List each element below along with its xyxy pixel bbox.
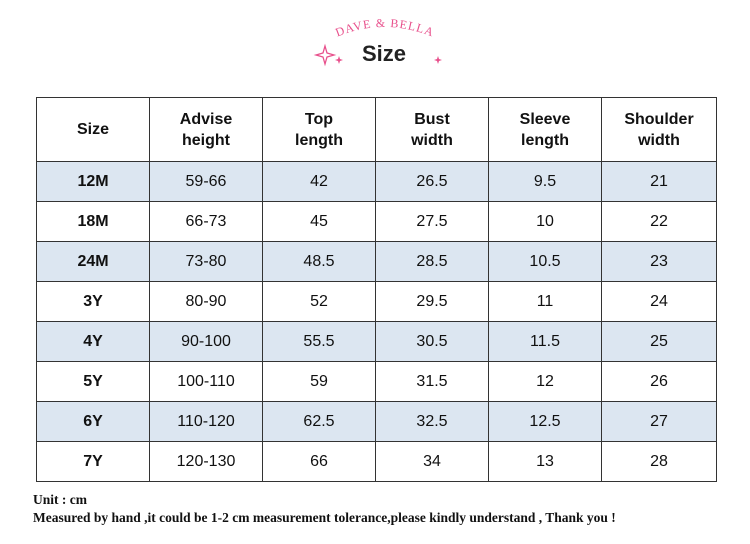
cell: 80-90 [149, 281, 263, 322]
cell: 22 [601, 201, 717, 242]
cell: 31.5 [375, 361, 489, 402]
cell: 25 [601, 321, 717, 362]
cell: 3Y [36, 281, 150, 322]
cell: 66-73 [149, 201, 263, 242]
table-row: 12M 59-66 42 26.5 9.5 21 [36, 161, 717, 202]
cell: 27 [601, 401, 717, 442]
table-row: 5Y 100-110 59 31.5 12 26 [36, 361, 717, 402]
header-line: Bust [414, 110, 450, 128]
cell: 6Y [36, 401, 150, 442]
cell: 23 [601, 241, 717, 282]
cell: 26.5 [375, 161, 489, 202]
cell: 28 [601, 441, 717, 482]
header-cell: Advise height [149, 97, 263, 162]
header-row: Size Advise height Top length Bust width Sleeve… [36, 97, 717, 162]
cell: 7Y [36, 441, 150, 482]
cell: 10 [488, 201, 602, 242]
table-row: 24M 73-80 48.5 28.5 10.5 23 [36, 241, 717, 282]
cell: 27.5 [375, 201, 489, 242]
brand: DAVE & BELLA [333, 16, 436, 40]
cell: 62.5 [262, 401, 376, 442]
table-row: 6Y 110-120 62.5 32.5 12.5 27 [36, 401, 717, 442]
header-cell: Top length [262, 97, 376, 162]
header-line: width [411, 131, 453, 149]
cell: 66 [262, 441, 376, 482]
sparkle [434, 56, 442, 64]
sparkle [313, 43, 337, 67]
header-cell: Bust width [375, 97, 489, 162]
cell: 13 [488, 441, 602, 482]
header-line: Shoulder [624, 110, 694, 128]
header-line: height [182, 131, 230, 149]
cell: 9.5 [488, 161, 602, 202]
cell: 18M [36, 201, 150, 242]
header-cell: Size [36, 97, 150, 162]
header-cell: Shoulder width [601, 97, 717, 162]
cell: 12M [36, 161, 150, 202]
table-row: 18M 66-73 45 27.5 10 22 [36, 201, 717, 242]
cell: 55.5 [262, 321, 376, 362]
header: DAVE & BELLA Size [313, 16, 442, 67]
cell: 11 [488, 281, 602, 322]
header-line: Sleeve [519, 110, 571, 128]
header-line: width [638, 131, 680, 149]
cell: 52 [262, 281, 376, 322]
header-line: Top [304, 110, 334, 128]
cell: 5Y [36, 361, 150, 402]
cell: 24 [601, 281, 717, 322]
table-row: 3Y 80-90 52 29.5 11 24 [36, 281, 717, 322]
header-line: length [295, 131, 343, 149]
cell: 59-66 [149, 161, 263, 202]
size-table: Size Advise height Top length Bust width Sleeve… [36, 97, 717, 482]
cell: 34 [375, 441, 489, 482]
cell: 120-130 [149, 441, 263, 482]
brand-text: DAVE & BELLA [333, 16, 435, 40]
cell: 45 [262, 201, 376, 242]
cell: 4Y [36, 321, 150, 362]
cell: 10.5 [488, 241, 602, 282]
title: Size [362, 41, 406, 66]
cell: 90-100 [149, 321, 263, 362]
cell: 29.5 [375, 281, 489, 322]
cell: 26 [601, 361, 717, 402]
cell: 30.5 [375, 321, 489, 362]
cell: 28.5 [375, 241, 489, 282]
cell: 48.5 [262, 241, 376, 282]
note: Measured by hand ,it could be 1-2 cm mea… [33, 510, 616, 525]
cell: 59 [262, 361, 376, 402]
cell: 73-80 [149, 241, 263, 282]
cell: 24M [36, 241, 150, 282]
header-line: Advise [179, 110, 233, 128]
header-cell: Sleeve length [488, 97, 602, 162]
cell: 100-110 [149, 361, 263, 402]
note: Unit : cm [33, 492, 87, 507]
cell: 11.5 [488, 321, 602, 362]
cell: 12.5 [488, 401, 602, 442]
table-row: 7Y 120-130 66 34 13 28 [36, 441, 717, 482]
cell: 21 [601, 161, 717, 202]
cell: 110-120 [149, 401, 263, 442]
sparkle [335, 56, 343, 64]
cell: 12 [488, 361, 602, 402]
table-row: 4Y 90-100 55.5 30.5 11.5 25 [36, 321, 717, 362]
cell: 32.5 [375, 401, 489, 442]
cell: 42 [262, 161, 376, 202]
header-line: length [521, 131, 569, 149]
